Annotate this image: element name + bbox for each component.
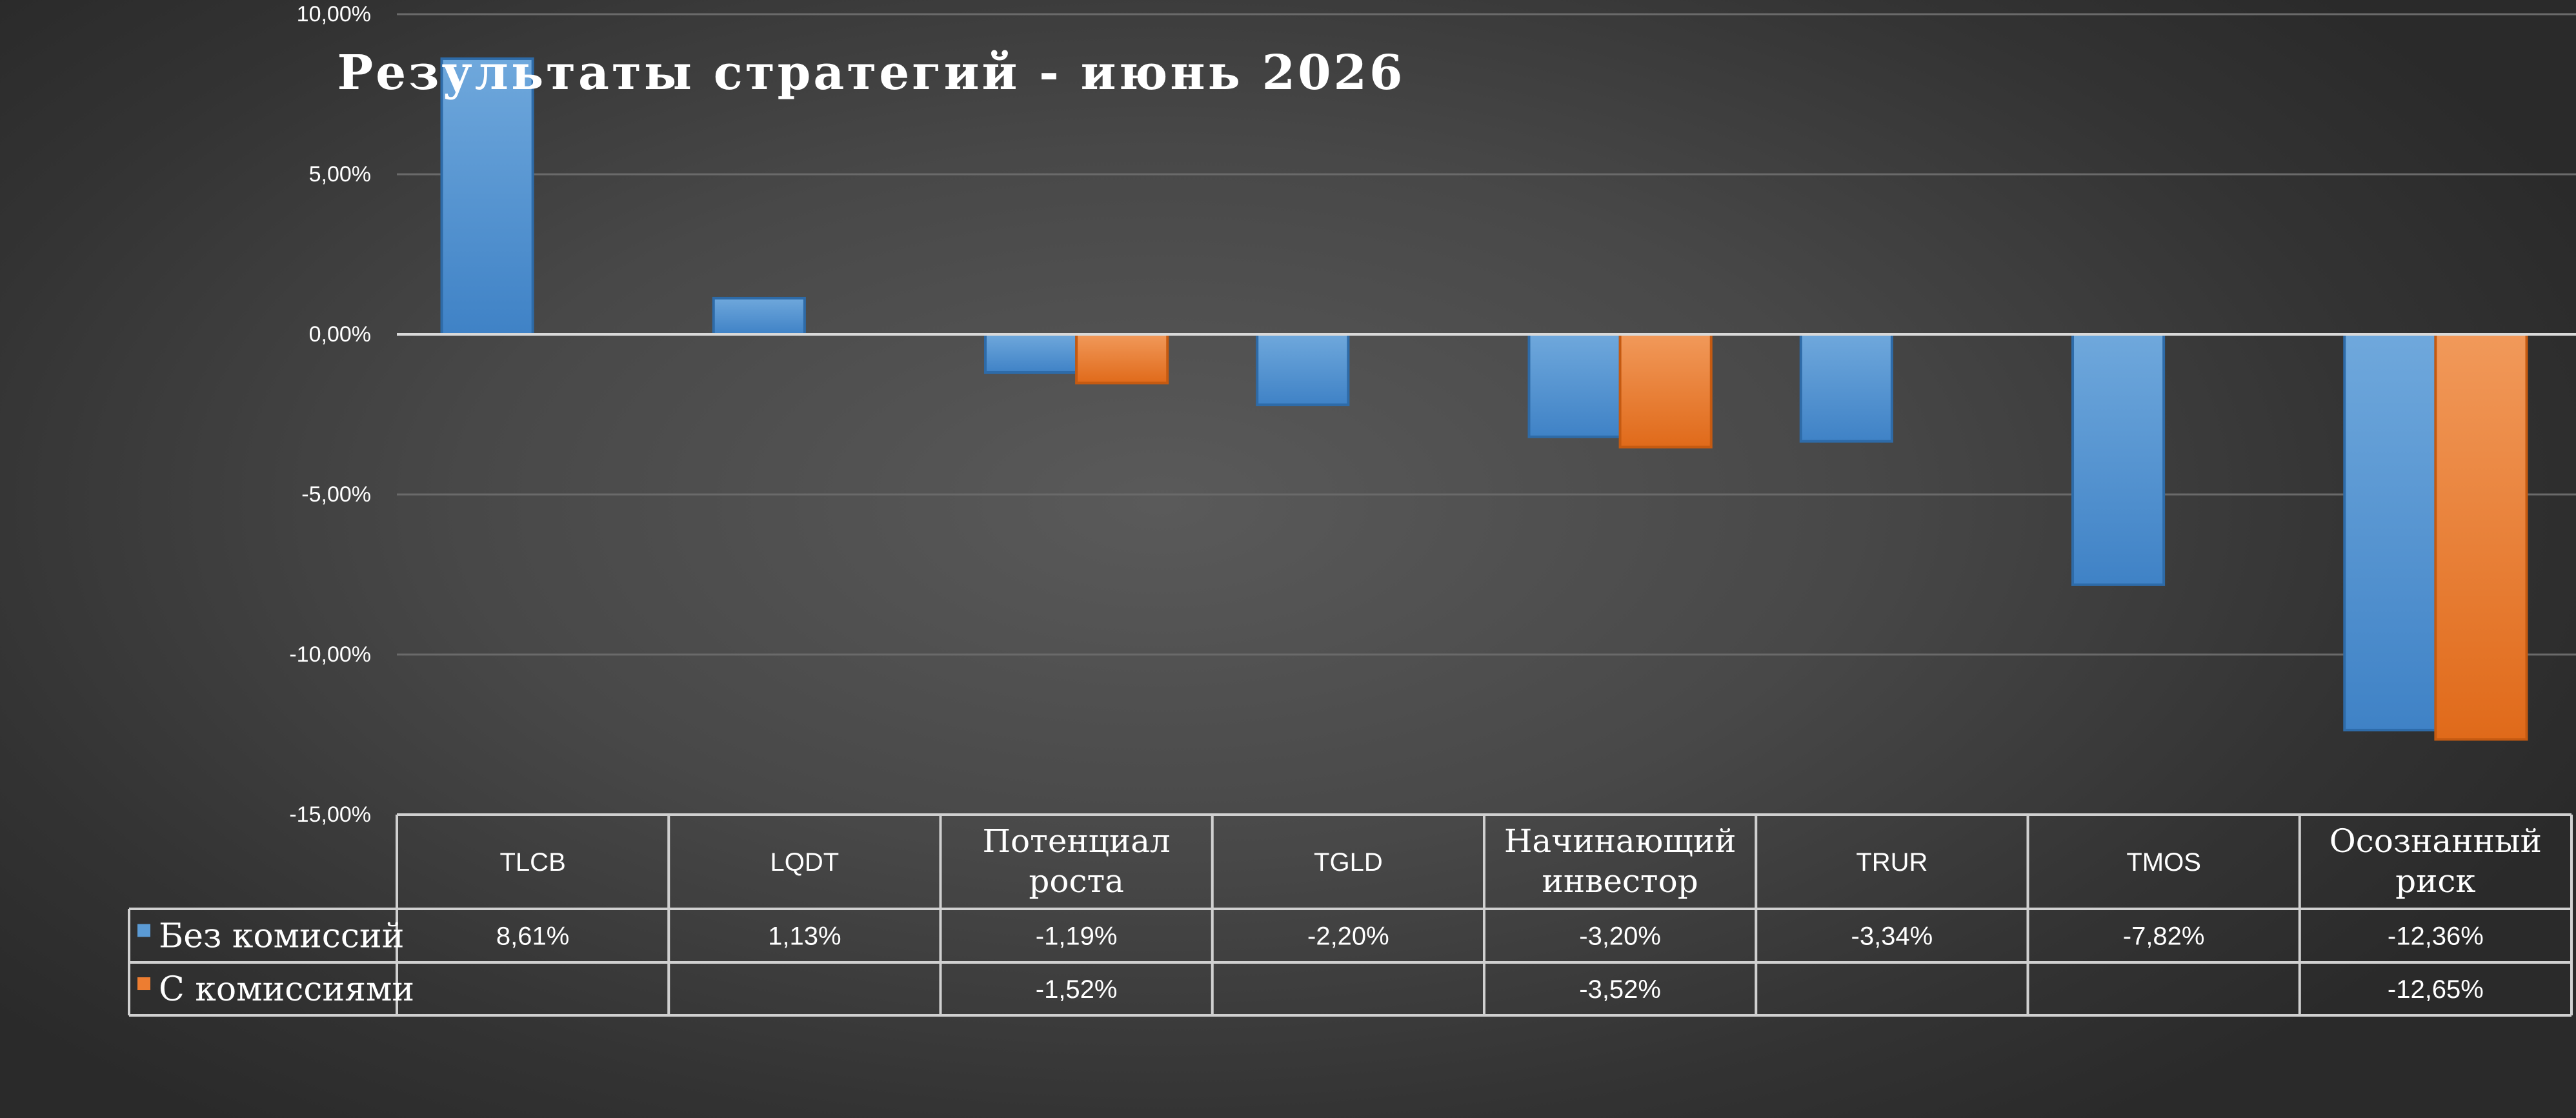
y-tick-label: -10,00% — [289, 642, 371, 667]
legend-label: Без комиссий — [159, 917, 404, 956]
data-label: -3,20% — [1579, 922, 1661, 951]
data-label: -1,19% — [1036, 922, 1118, 951]
chart-title: Результаты стратегий - июнь 2026 — [337, 45, 1405, 101]
y-tick-label: 5,00% — [309, 162, 371, 187]
data-label: 1,13% — [768, 922, 841, 951]
category-label: LQDT — [770, 848, 840, 877]
legend-swatch-s-komissiyami — [137, 977, 150, 990]
data-label: -3,34% — [1851, 922, 1933, 951]
data-label: -3,52% — [1579, 975, 1661, 1004]
data-label: -1,52% — [1036, 975, 1118, 1004]
bar-s-komissiyami-2 — [1075, 333, 1169, 385]
bar-bez-komissiy-6 — [2071, 333, 2166, 586]
bar-bez-komissiy-3 — [1256, 333, 1350, 407]
bar-bez-komissiy-7 — [2343, 333, 2437, 732]
y-tick-label: -5,00% — [301, 482, 371, 507]
bar-bez-komissiy-4 — [1527, 333, 1622, 438]
y-tick-label: 10,00% — [297, 2, 371, 26]
legend-label: С комиссиями — [159, 970, 414, 1009]
y-axis: 10,00% 5,00% 0,00% -5,00% -10,00% -15,00% — [289, 2, 371, 827]
bar-bez-komissiy-2 — [984, 333, 1078, 374]
category-label: Начинающий инвестор — [1504, 822, 1736, 900]
category-label: TRUR — [1856, 848, 1927, 877]
bars — [440, 57, 2528, 741]
bar-bez-komissiy-5 — [1799, 333, 1893, 443]
y-tick-label: -15,00% — [289, 802, 371, 827]
bar-bez-komissiy-1 — [712, 296, 806, 336]
bar-bez-komissiy-0 — [440, 57, 534, 336]
category-label: Осознанный риск — [2329, 822, 2542, 900]
category-label: TGLD — [1314, 848, 1383, 877]
data-label: 8,61% — [496, 922, 569, 951]
category-label: Потенциал роста — [982, 822, 1170, 900]
data-label: -12,36% — [2388, 922, 2484, 951]
legend-swatch-bez-komissiy — [137, 924, 150, 937]
bar-s-komissiyami-7 — [2434, 333, 2528, 741]
y-tick-label: 0,00% — [309, 322, 371, 347]
data-label: -2,20% — [1307, 922, 1389, 951]
bar-s-komissiyami-4 — [1618, 333, 1713, 449]
category-label: TLCB — [500, 848, 566, 877]
category-label: TMOS — [2126, 848, 2201, 877]
data-label: -7,82% — [2123, 922, 2205, 951]
data-table: TLCB LQDT Потенциал роста TGLD Начинающий инве… — [128, 813, 2573, 1017]
data-label: -12,65% — [2388, 975, 2484, 1004]
